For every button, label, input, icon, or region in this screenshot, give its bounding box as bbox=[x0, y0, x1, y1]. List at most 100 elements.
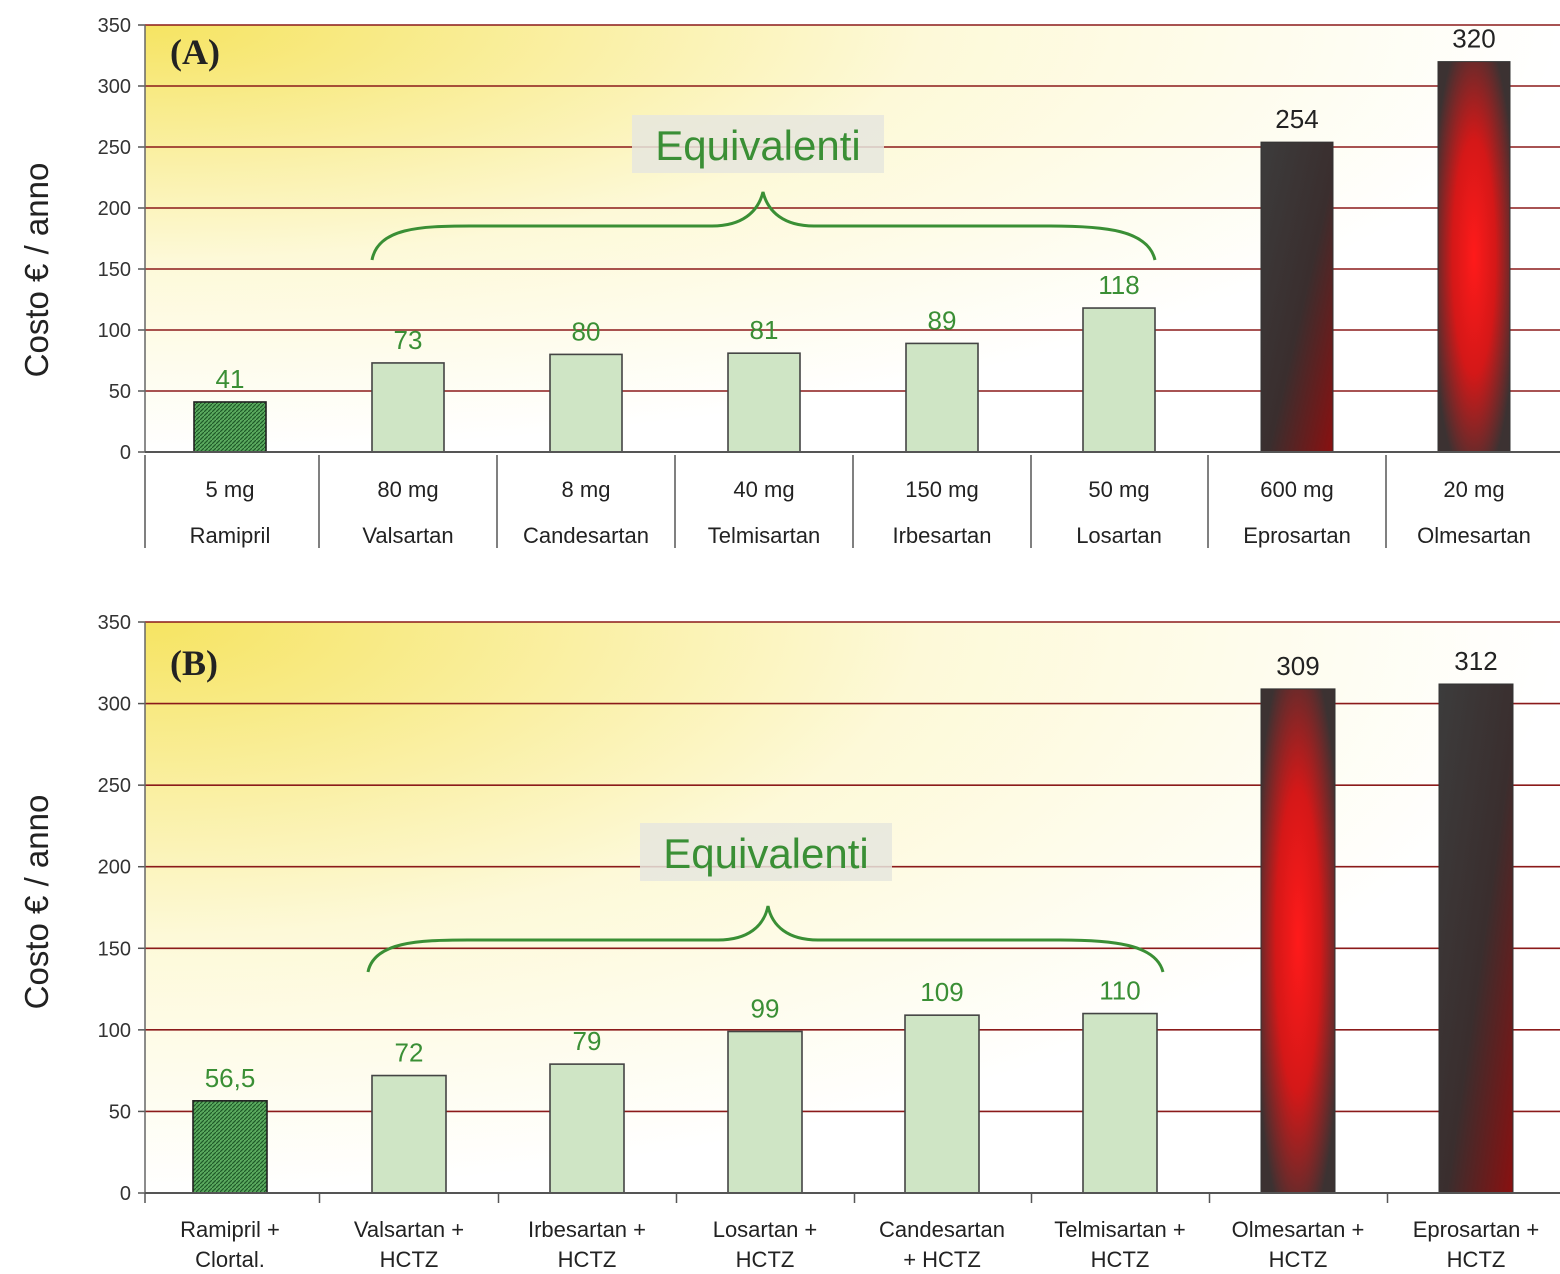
y-tick-label: 300 bbox=[98, 76, 131, 98]
data-label: 254 bbox=[1275, 104, 1318, 134]
data-label: 41 bbox=[216, 364, 245, 394]
panel-a-label: (A) bbox=[170, 32, 220, 72]
x-tick-dose-label: 80 mg bbox=[377, 477, 438, 502]
x-tick-label: Irbesartan bbox=[892, 523, 991, 548]
panel-a-bars bbox=[193, 61, 1511, 453]
bar bbox=[727, 1030, 803, 1194]
x-tick-label-line2: HCTZ bbox=[1269, 1247, 1328, 1272]
data-label: 81 bbox=[750, 315, 779, 345]
bar bbox=[1260, 688, 1336, 1194]
y-tick-label: 100 bbox=[98, 1020, 131, 1042]
y-tick-label: 200 bbox=[98, 857, 131, 879]
x-tick-label: Candesartan bbox=[523, 523, 649, 548]
panel-a-category-axis: 5 mg Ramipril 80 mg Valsartan 8 mg Candesarta… bbox=[144, 451, 1560, 548]
x-tick-label-line2: HCTZ bbox=[736, 1247, 795, 1272]
bar bbox=[905, 342, 979, 453]
panel-a-y-axis-title: Costo € / anno bbox=[18, 163, 55, 378]
y-tick-label: 350 bbox=[98, 612, 131, 634]
panel-b-category-axis: Ramipril + Clortal. Valsartan + HCTZ Irbesar… bbox=[144, 1192, 1560, 1272]
panel-b-y-axis-title: Costo € / anno bbox=[18, 795, 55, 1010]
bar bbox=[1437, 61, 1511, 453]
data-label: 73 bbox=[394, 325, 423, 355]
x-tick-label-line2: Clortal. bbox=[195, 1247, 265, 1272]
x-tick-label: Eprosartan bbox=[1243, 523, 1351, 548]
x-tick-dose-label: 20 mg bbox=[1443, 477, 1504, 502]
data-label: 56,5 bbox=[205, 1063, 256, 1093]
panel-b-equivalent-label: Equivalenti bbox=[663, 830, 868, 877]
y-tick-label: 300 bbox=[98, 694, 131, 716]
x-tick-label-line1: Ramipril + bbox=[180, 1217, 280, 1242]
x-tick-label-line2: HCTZ bbox=[380, 1247, 439, 1272]
x-tick-label-line1: Irbesartan + bbox=[528, 1217, 646, 1242]
panel-b-brace bbox=[366, 905, 1165, 973]
data-label: 110 bbox=[1099, 976, 1140, 1006]
x-tick-dose-label: 8 mg bbox=[562, 477, 611, 502]
x-tick-label: Ramipril bbox=[190, 523, 271, 548]
y-tick-label: 250 bbox=[98, 137, 131, 159]
x-tick-label-line1: Telmisartan + bbox=[1054, 1217, 1185, 1242]
data-label: 118 bbox=[1098, 270, 1139, 300]
bar bbox=[192, 1100, 268, 1194]
x-tick-label-line2: HCTZ bbox=[1091, 1247, 1150, 1272]
panel-b-label: (B) bbox=[170, 643, 218, 683]
y-tick-label: 150 bbox=[98, 938, 131, 960]
bar bbox=[727, 352, 801, 453]
bar bbox=[549, 353, 623, 453]
x-tick-label-line1: Eprosartan + bbox=[1413, 1217, 1540, 1242]
bar bbox=[904, 1014, 980, 1194]
bar bbox=[1438, 683, 1514, 1194]
x-tick-dose-label: 5 mg bbox=[206, 477, 255, 502]
y-tick-label: 150 bbox=[98, 259, 131, 281]
x-tick-label-line2: + HCTZ bbox=[903, 1247, 981, 1272]
data-label: 99 bbox=[751, 993, 780, 1023]
panel-b: 0 50 100 150 200 250 300 350 56,5 72 79 99 109 110 30… bbox=[18, 612, 1560, 1272]
x-tick-dose-label: 150 mg bbox=[905, 477, 978, 502]
panel-a-value-labels: 41 73 80 81 89 118 254 320 bbox=[216, 24, 1496, 394]
y-tick-label: 50 bbox=[109, 381, 131, 403]
y-tick-label: 0 bbox=[120, 442, 131, 464]
x-tick-label: Valsartan bbox=[362, 523, 453, 548]
bar bbox=[371, 362, 445, 453]
data-label: 309 bbox=[1276, 651, 1319, 681]
y-tick-label: 0 bbox=[120, 1183, 131, 1205]
data-label: 312 bbox=[1454, 646, 1497, 676]
bar bbox=[1082, 307, 1156, 453]
x-tick-dose-label: 600 mg bbox=[1260, 477, 1333, 502]
bar bbox=[371, 1074, 447, 1194]
bar bbox=[1260, 141, 1334, 453]
data-label: 72 bbox=[395, 1038, 424, 1068]
data-label: 79 bbox=[573, 1026, 602, 1056]
bar bbox=[193, 401, 267, 453]
data-label: 89 bbox=[928, 305, 957, 335]
x-tick-label-line1: Valsartan + bbox=[354, 1217, 464, 1242]
panel-a-equivalent-box bbox=[632, 115, 884, 173]
data-label: 109 bbox=[920, 977, 963, 1007]
panel-b-equivalent-box bbox=[640, 823, 892, 881]
panel-a: 0 50 100 150 200 250 300 350 41 73 80 81 89 118 254 32… bbox=[18, 15, 1560, 548]
panel-b-value-labels: 56,5 72 79 99 109 110 309 312 bbox=[205, 646, 1498, 1093]
x-tick-label-line1: Olmesartan + bbox=[1232, 1217, 1365, 1242]
x-tick-label-line1: Losartan + bbox=[713, 1217, 818, 1242]
x-tick-dose-label: 50 mg bbox=[1088, 477, 1149, 502]
panel-a-yticks: 0 50 100 150 200 250 300 350 bbox=[98, 15, 146, 464]
x-tick-label-line2: HCTZ bbox=[558, 1247, 617, 1272]
y-tick-label: 350 bbox=[98, 15, 131, 37]
panel-b-plot-background bbox=[145, 622, 1560, 1193]
x-tick-label: Telmisartan bbox=[708, 523, 820, 548]
y-tick-label: 200 bbox=[98, 198, 131, 220]
panel-a-equivalent-label: Equivalenti bbox=[655, 122, 860, 169]
data-label: 80 bbox=[572, 316, 601, 346]
data-label: 320 bbox=[1452, 24, 1495, 54]
panel-a-brace bbox=[370, 191, 1157, 261]
x-tick-label: Olmesartan bbox=[1417, 523, 1531, 548]
x-tick-label: Losartan bbox=[1076, 523, 1162, 548]
x-tick-dose-label: 40 mg bbox=[733, 477, 794, 502]
panel-b-yticks: 0 50 100 150 200 250 300 350 bbox=[98, 612, 146, 1205]
panel-b-bars bbox=[192, 683, 1514, 1194]
bar bbox=[549, 1063, 625, 1194]
y-tick-label: 100 bbox=[98, 320, 131, 342]
y-tick-label: 50 bbox=[109, 1101, 131, 1123]
panel-a-plot-background bbox=[145, 25, 1560, 452]
bar bbox=[1082, 1012, 1158, 1194]
